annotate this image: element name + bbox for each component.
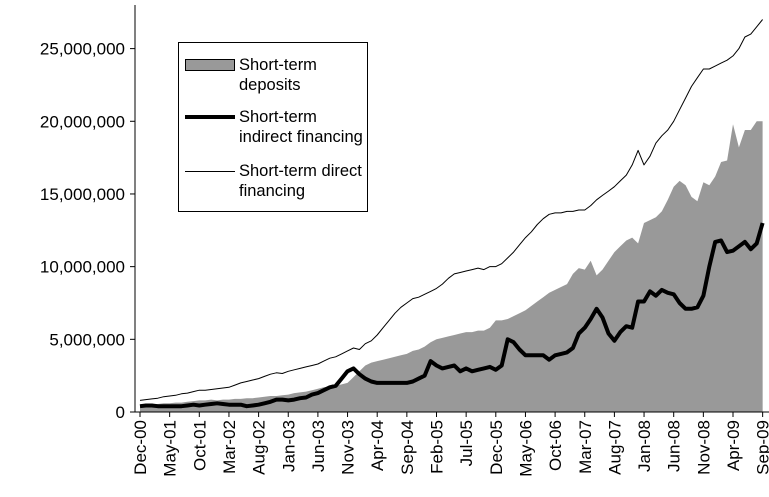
y-tick-label: 10,000,000 bbox=[40, 258, 125, 277]
x-tick-label: Mar-07 bbox=[576, 420, 595, 474]
legend-entry: Short-term direct financing bbox=[185, 161, 364, 201]
line bbox=[139, 222, 765, 409]
legend: Short-term deposits Short-term indirect f… bbox=[178, 42, 368, 212]
x-tick-label: Apr-09 bbox=[724, 420, 743, 471]
x-tick-label: Dec-00 bbox=[131, 420, 150, 475]
x-tick-label: Oct-01 bbox=[190, 420, 209, 471]
area bbox=[140, 121, 763, 413]
x-tick-label: Apr-04 bbox=[368, 420, 387, 471]
legend-swatch bbox=[185, 161, 235, 181]
x-tick-label: Jun-08 bbox=[665, 420, 684, 472]
legend-label: Short-term direct financing bbox=[239, 162, 362, 200]
y-tick-label: 5,000,000 bbox=[49, 330, 125, 349]
y-tick-label: 25,000,000 bbox=[40, 40, 125, 59]
legend-entry: Short-term indirect financing bbox=[185, 107, 364, 147]
y-tick-label: 15,000,000 bbox=[40, 185, 125, 204]
x-tick-label: Jan-08 bbox=[635, 420, 654, 472]
legend-label: Short-term deposits bbox=[239, 56, 317, 94]
x-tick-label: Jan-03 bbox=[279, 420, 298, 472]
y-tick-label: 0 bbox=[116, 403, 125, 422]
x-tick-label: Jul-05 bbox=[457, 420, 476, 466]
x-tick-label: Nov-08 bbox=[694, 420, 713, 475]
x-tick-label: Sep-09 bbox=[754, 420, 769, 475]
x-tick-label: Dec-05 bbox=[487, 420, 506, 475]
x-tick-label: May-06 bbox=[516, 420, 535, 477]
x-tick-label: Mar-02 bbox=[220, 420, 239, 474]
x-tick-label: Sep-04 bbox=[398, 420, 417, 475]
legend-entry: Short-term deposits bbox=[185, 55, 364, 95]
x-tick-label: Jun-03 bbox=[309, 420, 328, 472]
x-tick-label: Aug-07 bbox=[605, 420, 624, 475]
x-tick-label: Nov-03 bbox=[339, 420, 358, 475]
line bbox=[139, 19, 763, 401]
x-tick-label: Aug-02 bbox=[250, 420, 269, 475]
x-tick-label: Oct-06 bbox=[546, 420, 565, 471]
y-tick-label: 20,000,000 bbox=[40, 112, 125, 131]
legend-swatch bbox=[185, 107, 235, 127]
x-tick-label: Feb-05 bbox=[428, 420, 447, 474]
legend-label: Short-term indirect financing bbox=[239, 108, 363, 146]
legend-swatch bbox=[185, 59, 235, 71]
x-tick-label: May-01 bbox=[161, 420, 180, 477]
